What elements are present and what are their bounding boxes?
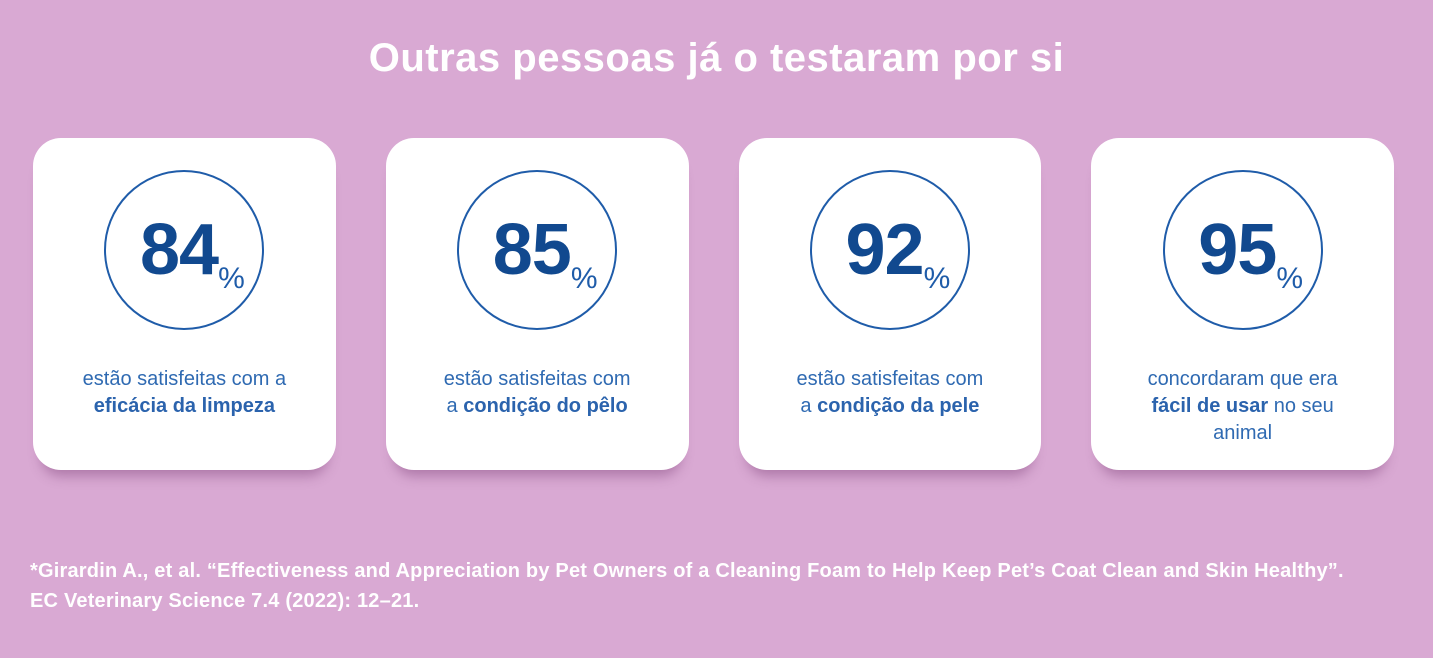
- stat-caption: concordaram que era fácil de usar no seu…: [1140, 366, 1346, 447]
- stat-value: 84: [139, 210, 219, 290]
- caption-text: estão satisfeitas com a: [82, 368, 287, 390]
- percent-sign: %: [570, 262, 598, 295]
- percent-sign: %: [218, 262, 245, 295]
- stat-value: 85: [492, 210, 572, 290]
- caption-text: estão satisfeitas com: [443, 368, 631, 390]
- stat-circle: 85 %: [457, 170, 618, 330]
- stat-caption: estão satisfeitas com a condição da pele: [789, 366, 992, 420]
- stat-caption: estão satisfeitas com a condição do pêlo: [436, 366, 639, 420]
- stat-cards-row: 84 % estão satisfeitas com a eficácia da…: [33, 138, 1400, 470]
- caption-text: animal: [1213, 422, 1273, 444]
- stat-caption: estão satisfeitas com a eficácia da limp…: [75, 366, 294, 420]
- stat-circle: 95 %: [1162, 170, 1323, 330]
- stat-card-ease-of-use: 95 % concordaram que era fácil de usar n…: [1091, 138, 1394, 470]
- stat-value: 92: [845, 210, 924, 290]
- caption-text-bold: condição do pêlo: [463, 395, 628, 417]
- percent-sign: %: [923, 262, 951, 295]
- page-title: Outras pessoas já o testaram por si: [368, 36, 1065, 80]
- caption-text: estão satisfeitas com: [796, 368, 984, 390]
- caption-text-bold: eficácia da limpeza: [93, 395, 275, 417]
- stat-value-group: 92 %: [845, 210, 950, 294]
- stat-card-cleaning-efficacy: 84 % estão satisfeitas com a eficácia da…: [33, 138, 336, 470]
- citation-footnote: *Girardin A., et al. “Effectiveness and …: [30, 556, 1400, 616]
- caption-text-bold: fácil de usar: [1151, 395, 1269, 417]
- stat-value-group: 85 %: [492, 210, 598, 294]
- stat-value-group: 84 %: [139, 210, 245, 294]
- stat-circle: 92 %: [809, 170, 970, 330]
- caption-text-bold: condição da pele: [817, 395, 980, 417]
- citation-line-2: EC Veterinary Science 7.4 (2022): 12–21.: [30, 590, 420, 612]
- caption-text: a: [800, 395, 818, 417]
- caption-text: a: [446, 395, 464, 417]
- stat-card-skin-condition: 92 % estão satisfeitas com a condição da…: [738, 138, 1042, 470]
- stat-circle: 84 %: [104, 170, 265, 330]
- stat-value-group: 95 %: [1198, 210, 1303, 294]
- percent-sign: %: [1276, 262, 1304, 295]
- stat-card-coat-condition: 85 % estão satisfeitas com a condição do…: [385, 138, 689, 470]
- citation-line-1: *Girardin A., et al. “Effectiveness and …: [30, 560, 1344, 582]
- stat-value: 95: [1198, 210, 1277, 290]
- caption-text: concordaram que era: [1147, 368, 1338, 390]
- caption-text: no seu: [1268, 395, 1334, 417]
